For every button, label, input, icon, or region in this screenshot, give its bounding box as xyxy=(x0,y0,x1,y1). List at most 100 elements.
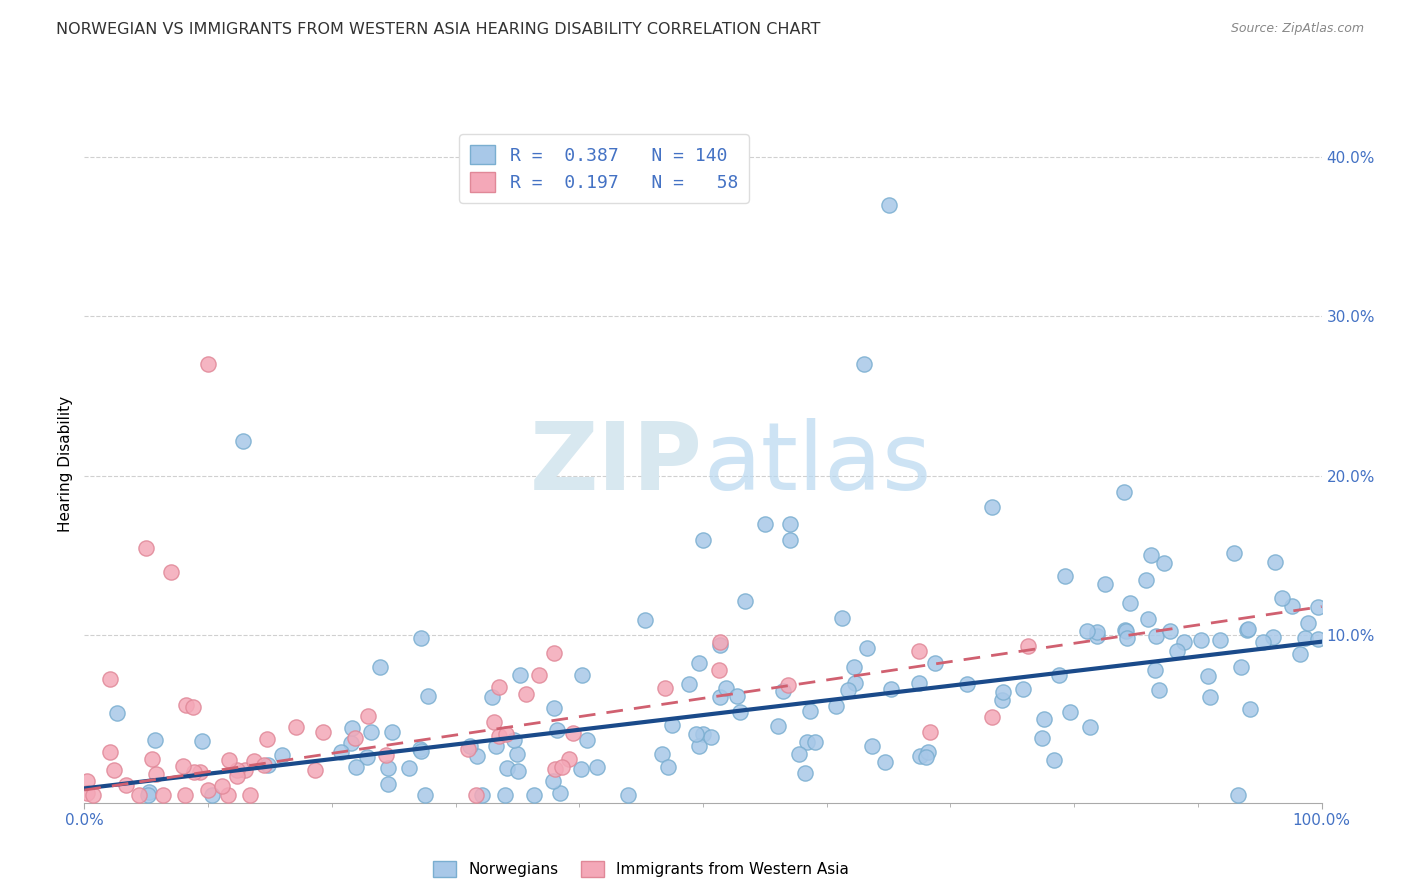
Point xyxy=(344,731,367,746)
Point xyxy=(1271,591,1294,606)
Point xyxy=(907,644,929,658)
Point xyxy=(1296,616,1319,631)
Point xyxy=(1306,599,1329,614)
Point xyxy=(544,762,567,776)
Point xyxy=(776,678,799,692)
Point xyxy=(734,594,756,608)
Point xyxy=(485,739,508,753)
Point xyxy=(138,788,160,802)
Point xyxy=(831,611,853,625)
Point xyxy=(1294,631,1316,645)
Point xyxy=(1115,631,1137,645)
Point xyxy=(233,763,256,777)
Point xyxy=(1189,633,1212,648)
Point xyxy=(488,729,510,743)
Point xyxy=(796,735,818,749)
Point xyxy=(181,700,204,714)
Point xyxy=(312,724,335,739)
Point xyxy=(370,660,392,674)
Point xyxy=(172,758,194,772)
Point xyxy=(377,761,399,775)
Point xyxy=(1264,555,1286,569)
Point xyxy=(546,723,568,737)
Point xyxy=(174,698,197,712)
Point xyxy=(1308,632,1330,647)
Point xyxy=(550,786,572,800)
Point xyxy=(381,725,404,739)
Point xyxy=(661,718,683,732)
Point xyxy=(413,788,436,802)
Legend: Norwegians, Immigrants from Western Asia: Norwegians, Immigrants from Western Asia xyxy=(427,855,855,883)
Point xyxy=(253,758,276,772)
Point xyxy=(408,742,430,756)
Point xyxy=(779,533,801,547)
Point xyxy=(561,726,583,740)
Point xyxy=(685,727,707,741)
Point xyxy=(852,357,875,371)
Point xyxy=(471,788,494,802)
Point xyxy=(1115,624,1137,638)
Point xyxy=(1011,682,1033,697)
Point xyxy=(458,739,481,753)
Point xyxy=(779,516,801,531)
Point xyxy=(494,788,516,802)
Point xyxy=(1033,712,1056,726)
Point xyxy=(709,635,731,649)
Point xyxy=(257,757,280,772)
Point xyxy=(411,744,433,758)
Point xyxy=(239,788,262,802)
Point xyxy=(908,675,931,690)
Point xyxy=(256,731,278,746)
Point xyxy=(225,769,247,783)
Point xyxy=(1078,720,1101,734)
Point xyxy=(1139,548,1161,562)
Point xyxy=(654,681,676,695)
Point xyxy=(543,701,565,715)
Point xyxy=(152,788,174,802)
Point xyxy=(285,720,308,734)
Point xyxy=(991,685,1014,699)
Point xyxy=(1230,660,1253,674)
Point xyxy=(1135,573,1157,587)
Point xyxy=(411,631,433,645)
Point xyxy=(1281,599,1303,613)
Point xyxy=(651,747,673,762)
Point xyxy=(918,725,941,739)
Point xyxy=(115,779,138,793)
Point xyxy=(1237,622,1260,636)
Point xyxy=(197,783,219,797)
Point xyxy=(82,788,104,802)
Point xyxy=(105,706,128,720)
Point xyxy=(915,749,938,764)
Point xyxy=(1209,632,1232,647)
Y-axis label: Hearing Disability: Hearing Disability xyxy=(58,396,73,532)
Point xyxy=(924,656,946,670)
Point xyxy=(991,692,1014,706)
Point xyxy=(1085,630,1108,644)
Point xyxy=(1043,753,1066,767)
Point xyxy=(1017,640,1039,654)
Point xyxy=(981,709,1004,723)
Point xyxy=(692,727,714,741)
Point xyxy=(860,739,883,753)
Point xyxy=(799,704,821,718)
Point xyxy=(543,647,565,661)
Text: ZIP: ZIP xyxy=(530,417,703,510)
Point xyxy=(1288,647,1310,661)
Point xyxy=(138,785,160,799)
Point xyxy=(707,663,730,677)
Point xyxy=(1198,690,1220,704)
Point xyxy=(877,197,900,211)
Point xyxy=(571,668,593,682)
Point xyxy=(191,733,214,747)
Point xyxy=(657,760,679,774)
Point xyxy=(509,668,531,682)
Point xyxy=(1146,629,1168,643)
Point xyxy=(304,763,326,777)
Point xyxy=(766,719,789,733)
Point xyxy=(772,684,794,698)
Point xyxy=(357,709,380,723)
Point xyxy=(1076,624,1098,639)
Point xyxy=(1085,625,1108,640)
Point xyxy=(398,761,420,775)
